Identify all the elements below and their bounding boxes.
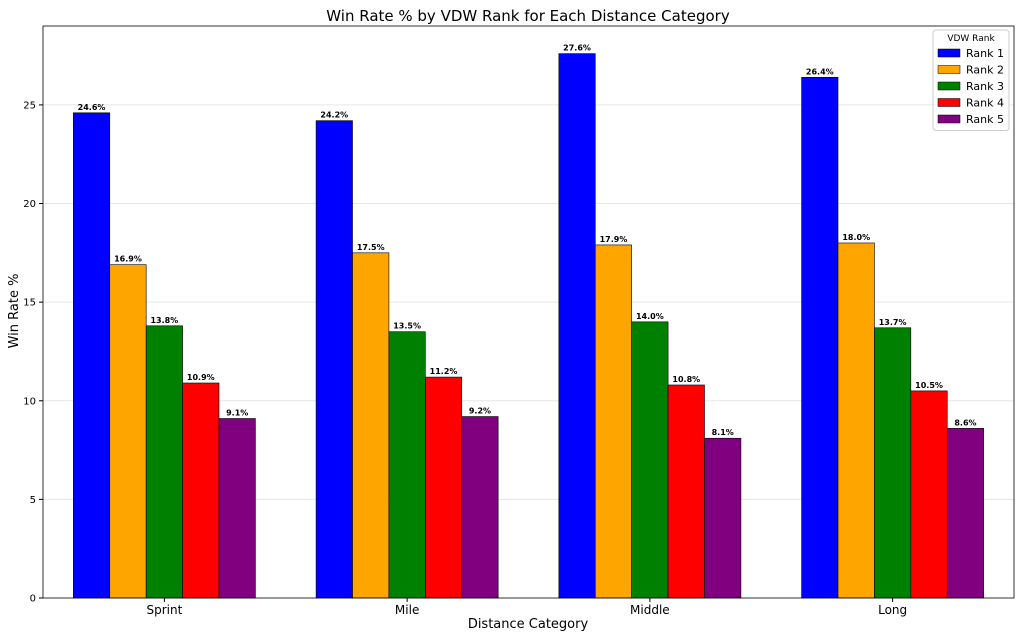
bar-value-label: 16.9% [114,255,142,264]
y-tick-label: 10 [23,396,36,407]
chart-title: Win Rate % by VDW Rank for Each Distance… [326,7,730,25]
bar [874,327,912,599]
bar-value-label: 14.0% [636,312,664,321]
bar-value-label: 13.8% [150,316,178,325]
bar-value-label: 27.6% [563,44,591,53]
x-axis-label: Distance Category [468,617,589,632]
bar [631,321,669,599]
bar [801,76,839,599]
legend-swatch [937,114,961,124]
legend-label: Rank 2 [966,64,1004,77]
y-tick-label: 20 [23,199,36,210]
bar [352,252,390,599]
bar-value-label: 9.2% [469,407,491,416]
y-axis-label: Win Rate % [7,274,22,349]
x-tick-label: Long [878,603,907,617]
x-tick-label: Sprint [146,603,182,617]
bar-value-label: 17.5% [357,243,385,252]
bar [946,428,984,599]
bar [388,331,426,599]
bar [315,120,353,599]
bar [558,53,596,599]
bar-value-label: 18.0% [842,233,870,242]
bar [145,325,183,599]
x-tick-label: Mile [395,603,419,617]
x-tick-label: Middle [630,603,670,617]
bar [425,376,463,599]
bar [461,416,499,599]
bar [667,384,705,599]
legend: VDW Rank Rank 1 Rank 2 Rank 3 Rank 4 Rank 5 [932,29,1010,131]
bar [704,437,742,599]
legend-swatch [937,98,961,107]
bar-value-label: 10.8% [672,375,700,384]
plot-frame [42,25,1015,599]
bar [594,244,632,599]
bar-value-label: 8.6% [954,418,976,427]
y-tick-label: 0 [30,594,36,605]
bar-value-label: 24.2% [320,111,348,120]
bars-layer [73,53,984,599]
axes-layer: 0 5 10 15 20 25 Sprint Mile Middle Long [23,25,1015,617]
bar-value-label: 11.2% [430,367,458,376]
legend-label: Rank 3 [966,80,1004,93]
bar-value-label: 24.6% [78,103,106,112]
bar [109,264,147,599]
bar-value-label: 8.1% [712,428,734,437]
bar-value-label: 26.4% [806,67,834,76]
bar [837,242,875,599]
data-labels-layer: 24.6% 16.9% 13.8% 10.9% 9.1% 24.2% 17.5% 13.5% 1… [78,44,977,438]
legend-swatch [937,81,961,91]
y-tick-label: 5 [30,495,36,506]
legend-label: Rank 1 [966,47,1004,60]
y-tick-label: 25 [23,100,36,111]
y-tick-label: 15 [23,298,36,309]
bar [218,418,256,599]
bar-value-label: 13.5% [393,322,421,331]
bar-value-label: 9.1% [226,409,248,418]
bar-value-label: 10.5% [915,381,943,390]
legend-swatch [937,65,961,74]
bar-value-label: 13.7% [879,318,907,327]
legend-title: VDW Rank [947,34,995,44]
bar [73,112,111,599]
bar-value-label: 17.9% [600,235,628,244]
bar [910,390,948,599]
bar [182,382,220,599]
legend-label: Rank 4 [966,97,1004,110]
bar-value-label: 10.9% [187,373,215,382]
legend-label: Rank 5 [966,113,1004,126]
legend-swatch [937,48,961,58]
